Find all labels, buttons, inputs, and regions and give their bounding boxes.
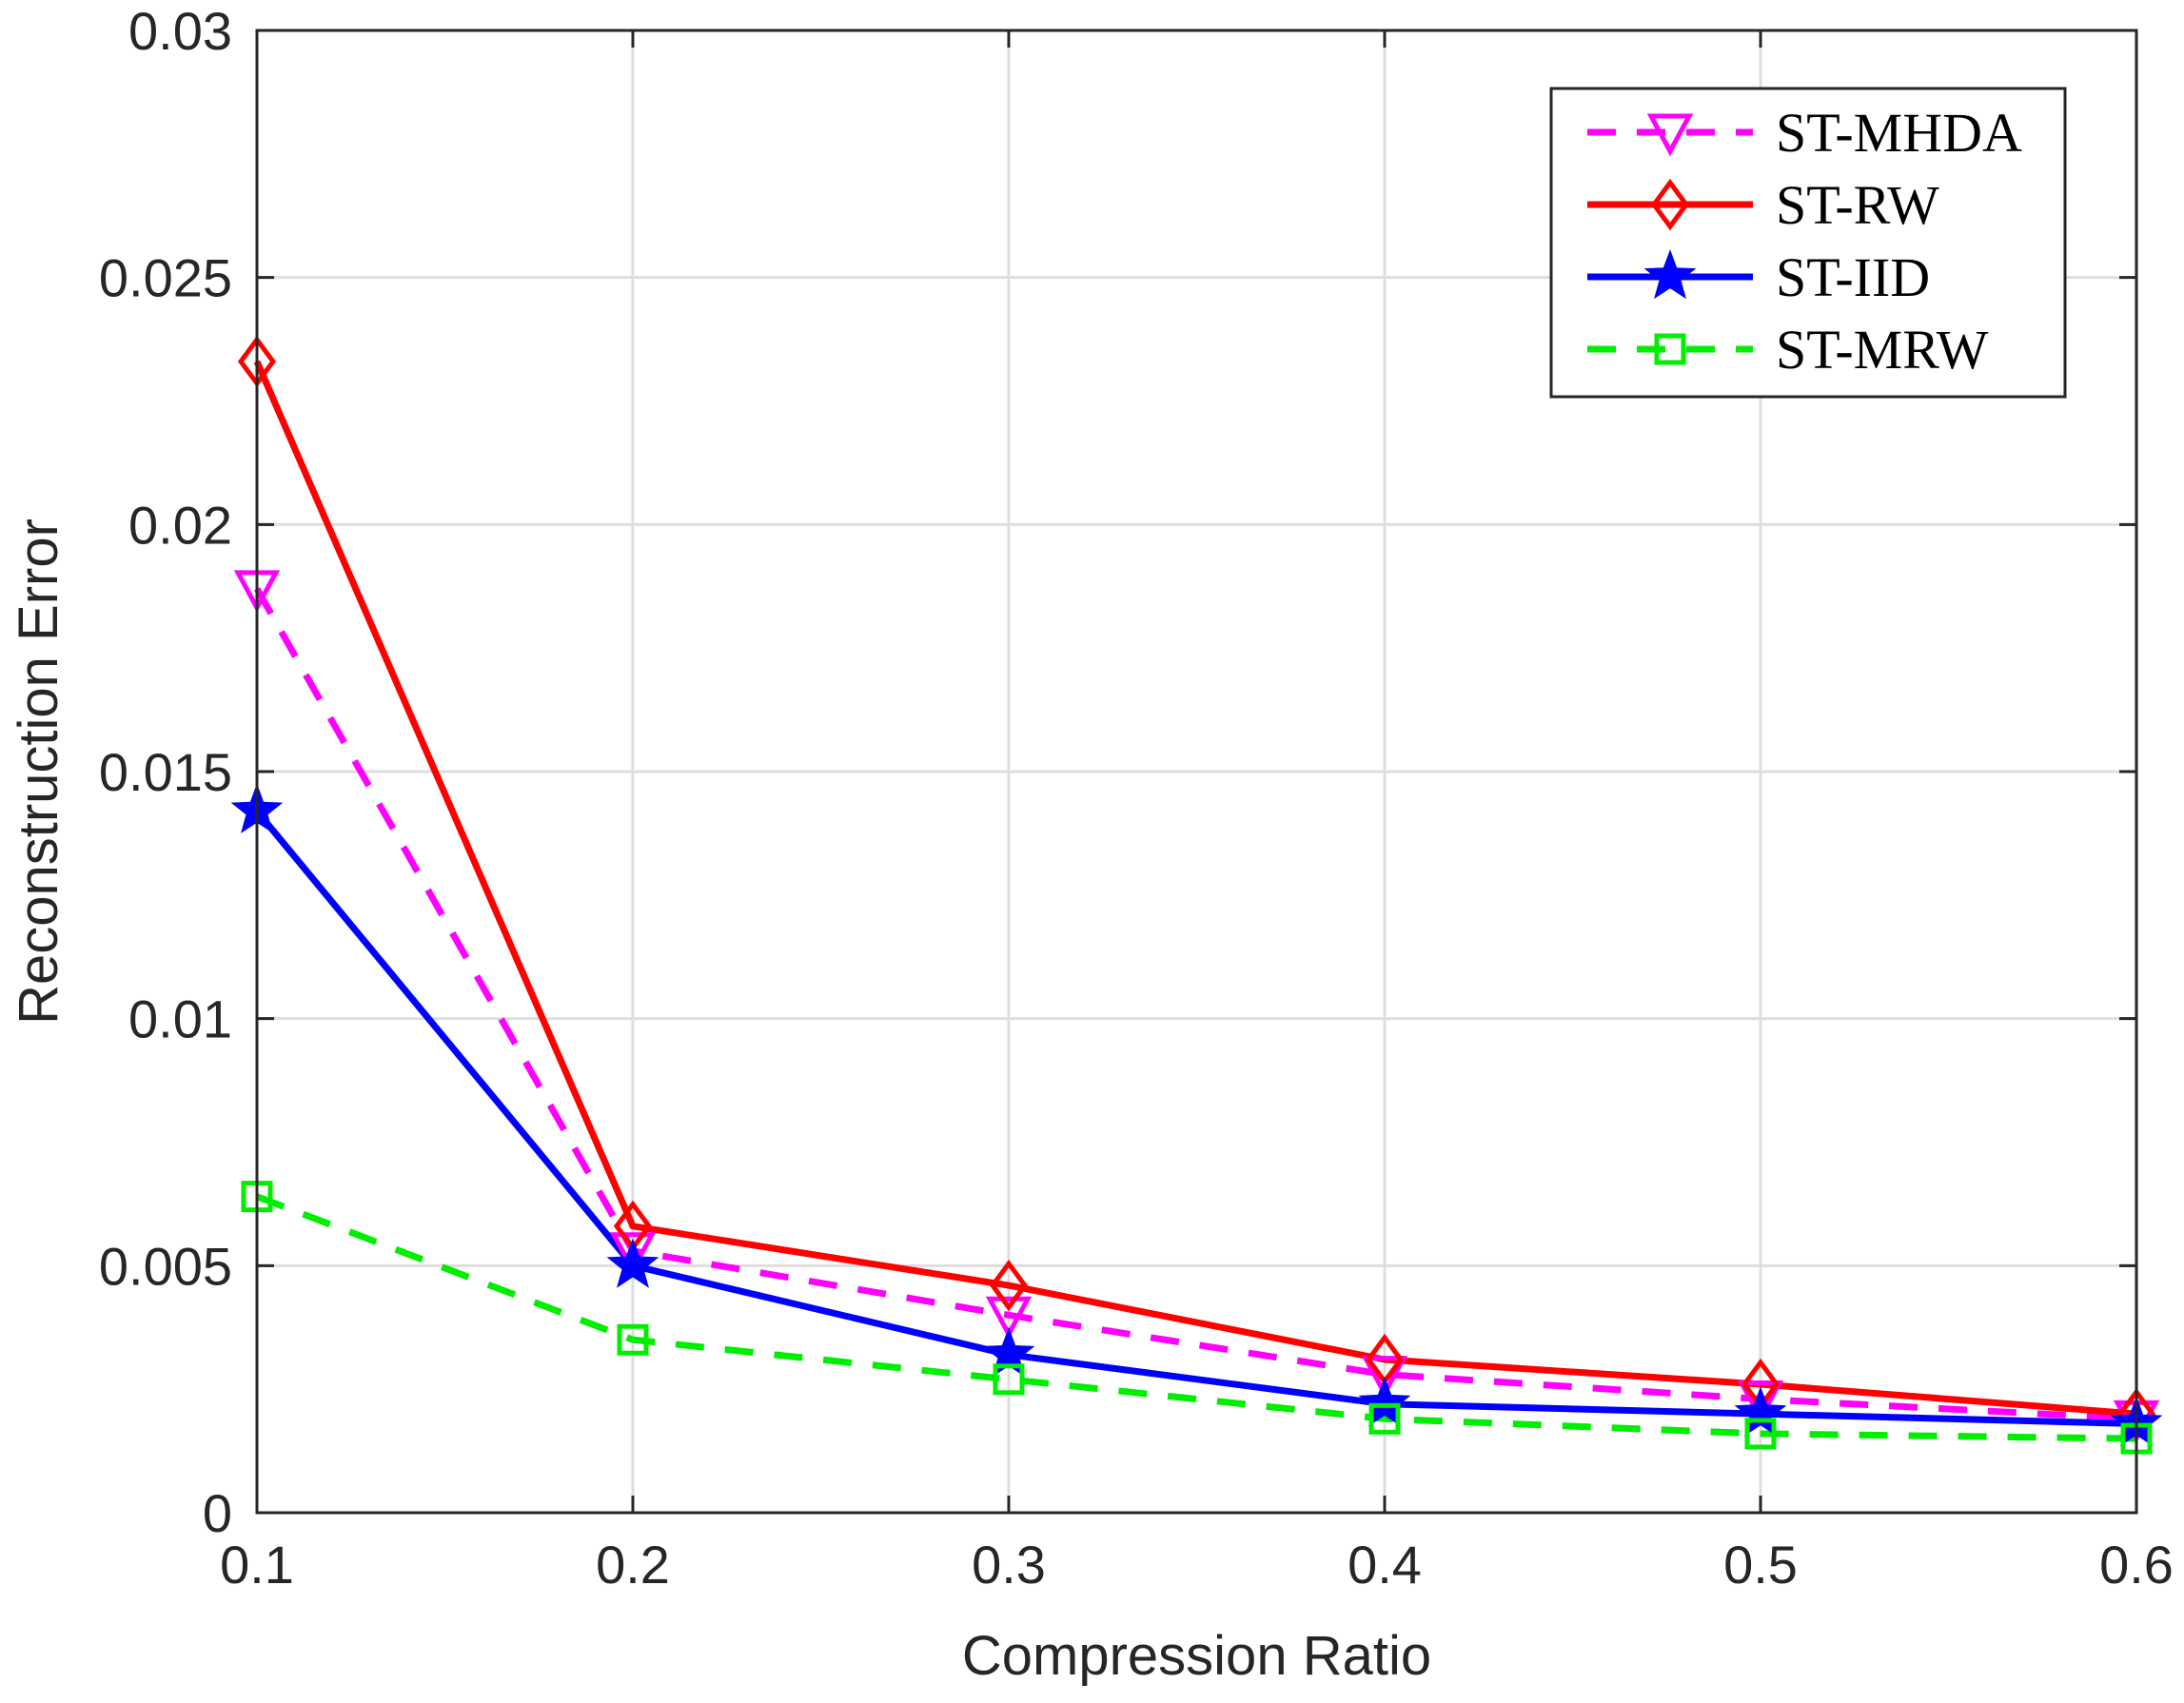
grid-lines [255, 29, 2138, 1515]
y-tick-label: 0.01 [128, 989, 232, 1049]
x-tick-label: 0.3 [972, 1535, 1046, 1595]
data-point-st-rw [989, 1259, 1029, 1312]
x-tick-labels: 0.1 0.2 0.3 0.4 0.5 0.6 [220, 1535, 2174, 1595]
x-tick-label: 0.5 [1723, 1535, 1798, 1595]
data-point-st-mhda [1737, 1380, 1784, 1423]
series-line-st-iid [254, 809, 2137, 1427]
data-point-st-mrw [1368, 1402, 1401, 1435]
y-tick-label: 0.02 [128, 495, 232, 555]
legend-box [1549, 87, 2067, 399]
series-lines [253, 360, 2137, 1442]
x-tick-label: 0.4 [1348, 1535, 1422, 1595]
legend-marker-st-mrw [1654, 333, 1686, 365]
x-tick-label: 0.6 [2099, 1535, 2174, 1595]
x-tick-label: 0.2 [596, 1535, 670, 1595]
data-point-st-mhda [985, 1296, 1033, 1340]
data-point-st-mrw [617, 1323, 649, 1356]
legend-marker-st-mhda [1646, 113, 1694, 157]
axis-ticks [255, 29, 2138, 1515]
y-tick-label: 0.03 [128, 1, 232, 61]
legend-label-st-rw: ST-RW [1776, 174, 1939, 236]
data-point-st-iid [1734, 1386, 1787, 1437]
data-point-st-mrw [993, 1363, 1025, 1396]
data-point-st-mrw [1744, 1418, 1777, 1450]
series-line-st-mrw [255, 1193, 2137, 1442]
data-point-st-iid [1358, 1376, 1411, 1427]
series-line-st-rw [253, 360, 2137, 1418]
legend-label-st-mhda: ST-MHDA [1776, 102, 2022, 164]
data-point-st-mhda [609, 1232, 657, 1276]
legend-label-st-mrw: ST-MRW [1776, 319, 1989, 381]
y-tick-label: 0.005 [99, 1236, 232, 1296]
legend: ST-MHDA ST-RW ST-IID ST-MRW [1549, 87, 2067, 399]
legend-marker-st-iid [1643, 249, 1697, 300]
x-axis-title: Compression Ratio [962, 1625, 1431, 1687]
y-axis-title: Reconstruction Error [8, 519, 69, 1025]
y-tick-labels: 0 0.005 0.01 0.015 0.02 0.025 0.03 [99, 1, 232, 1543]
y-tick-label: 0.015 [99, 742, 232, 802]
data-point-st-iid [606, 1238, 659, 1288]
legend-label-st-iid: ST-IID [1776, 246, 1930, 308]
y-tick-label: 0 [203, 1483, 232, 1543]
x-tick-label: 0.1 [220, 1535, 294, 1595]
legend-marker-st-rw [1650, 178, 1690, 231]
data-point-st-mhda [1361, 1356, 1408, 1399]
y-tick-label: 0.025 [99, 248, 232, 308]
